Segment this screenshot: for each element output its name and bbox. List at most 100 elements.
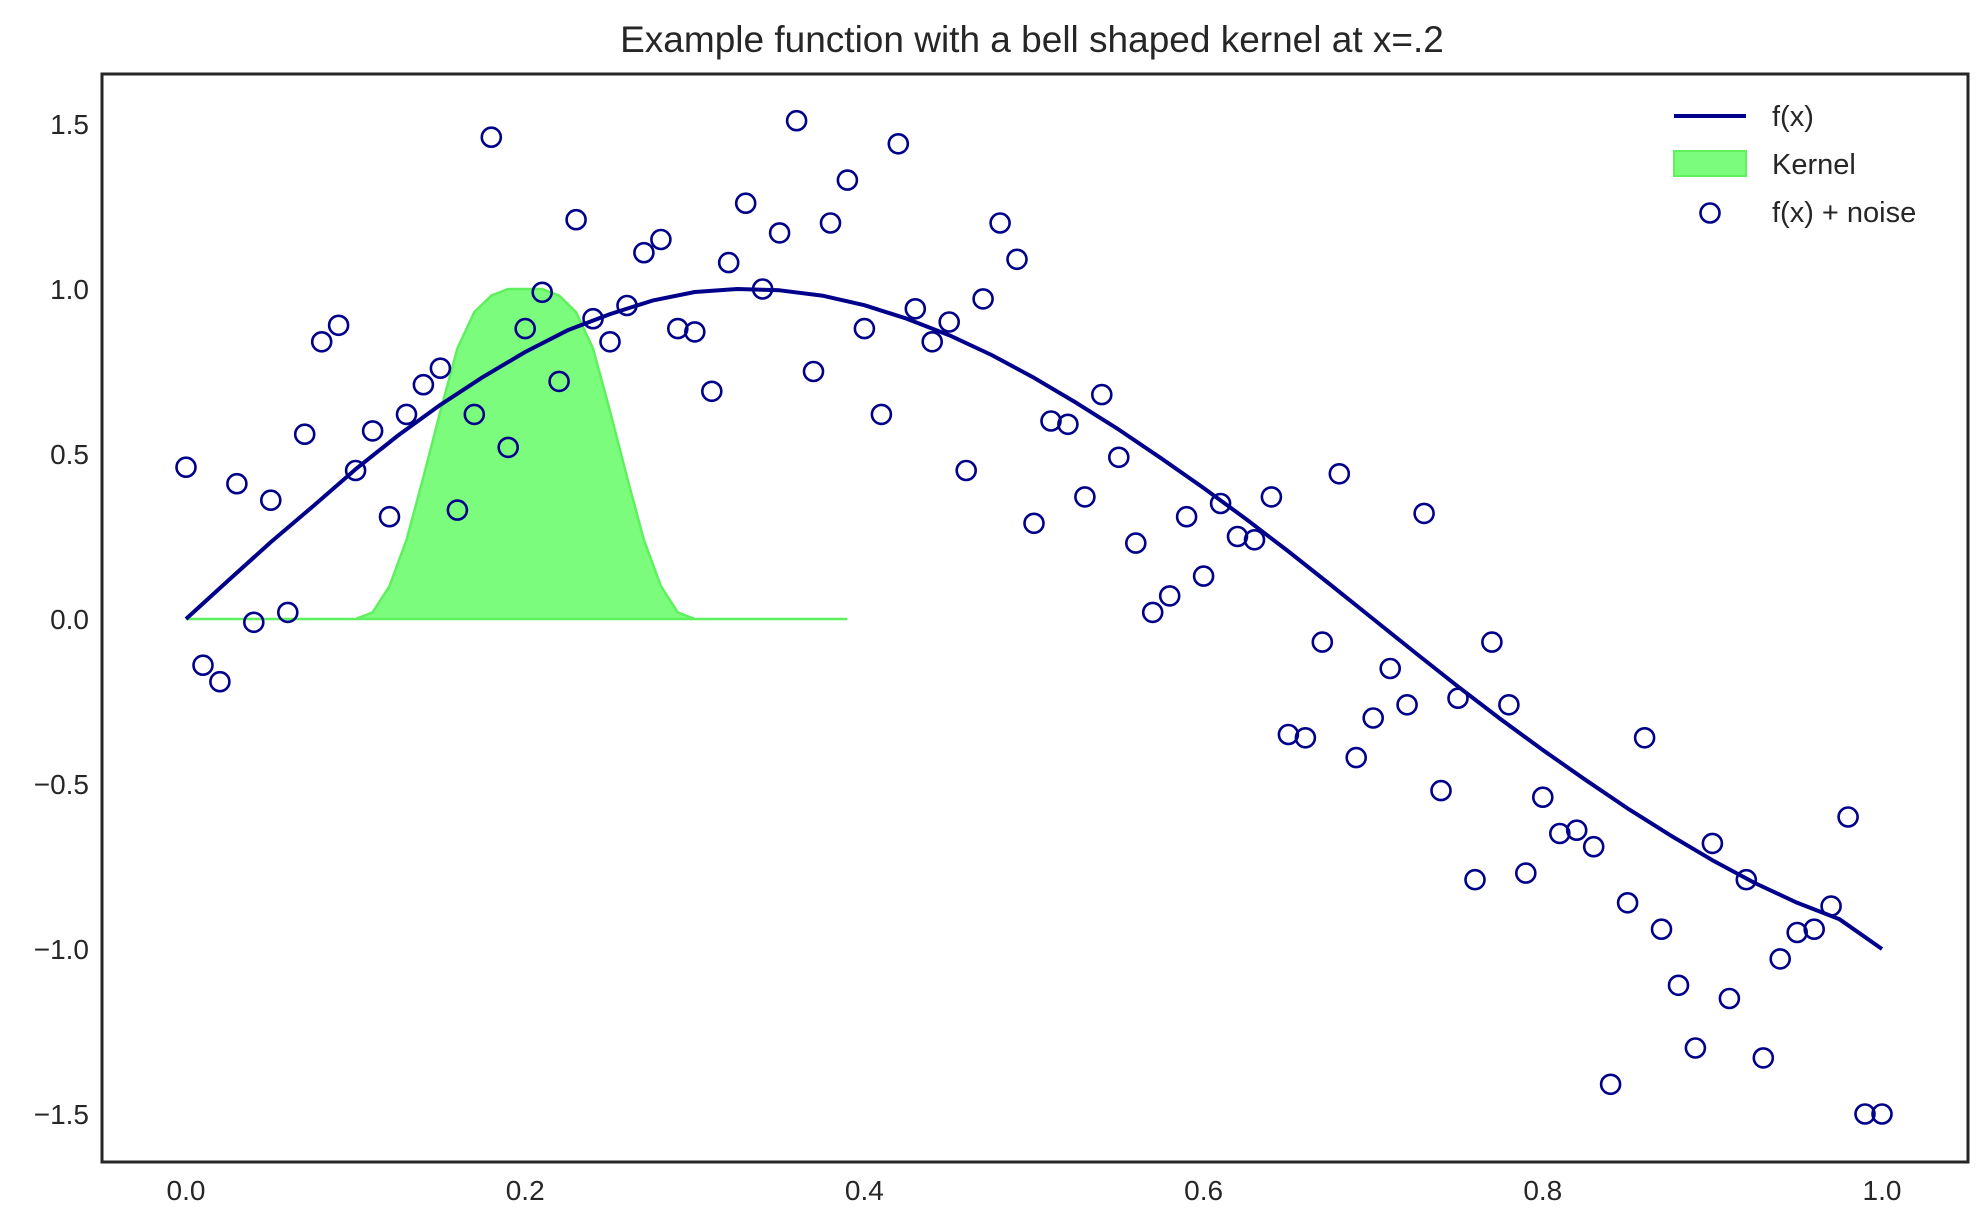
x-tick-label: 0.0 <box>167 1175 206 1206</box>
data-point <box>293 423 316 446</box>
data-point <box>310 330 333 353</box>
x-tick-label: 1.0 <box>1863 1175 1902 1206</box>
data-point <box>480 126 503 148</box>
data-point <box>1006 248 1028 271</box>
data-point <box>412 373 435 396</box>
data-point <box>938 311 961 333</box>
y-tick-label: 0.0 <box>50 604 89 635</box>
data-point <box>1752 1047 1775 1069</box>
legend-kernel-swatch <box>1673 150 1747 177</box>
legend-label-noise: f(x) + noise <box>1772 197 1916 229</box>
x-tick-label: 0.8 <box>1523 1175 1562 1206</box>
data-point <box>1684 1037 1707 1059</box>
data-point <box>650 228 672 251</box>
x-tick-label: 0.2 <box>506 1175 545 1206</box>
y-tick-label: −0.5 <box>34 769 89 800</box>
data-point <box>1260 486 1283 508</box>
data-point <box>1141 601 1164 624</box>
data-point <box>1091 383 1113 406</box>
data-point <box>276 601 299 624</box>
data-point <box>887 133 910 155</box>
data-point <box>1108 446 1130 469</box>
data-point <box>1209 492 1232 515</box>
data-point <box>243 611 265 634</box>
data-point <box>463 403 486 426</box>
data-point <box>1328 462 1351 485</box>
data-point <box>853 317 876 340</box>
data-point <box>1786 921 1808 944</box>
data-point <box>717 251 740 274</box>
data-point <box>531 281 554 304</box>
data-point <box>1158 585 1181 607</box>
data-point <box>1311 631 1334 653</box>
data-point <box>1871 1103 1893 1125</box>
data-point <box>633 241 655 264</box>
data-point <box>209 670 231 693</box>
data-point <box>1345 746 1367 769</box>
data-point <box>1243 528 1266 551</box>
data-point <box>1498 693 1520 716</box>
data-point <box>1735 868 1758 891</box>
data-point <box>768 222 791 244</box>
data-point <box>1294 726 1317 749</box>
data-point <box>446 499 469 521</box>
data-point <box>1040 410 1062 432</box>
data-point <box>1599 1073 1622 1096</box>
data-point <box>1277 723 1300 746</box>
plot-area <box>175 109 1893 1125</box>
data-point <box>751 278 774 300</box>
data-point <box>1549 822 1571 845</box>
data-point <box>327 314 350 337</box>
y-tick-label: 1.0 <box>50 274 89 305</box>
data-point <box>1837 806 1859 828</box>
data-point <box>226 472 248 495</box>
y-tick-label: −1.5 <box>34 1099 89 1130</box>
data-point <box>582 307 604 330</box>
data-point <box>1413 502 1435 525</box>
data-point <box>1854 1103 1876 1125</box>
data-point <box>1650 918 1673 941</box>
data-point <box>565 208 587 231</box>
data-point <box>1633 726 1656 749</box>
data-point <box>785 109 808 132</box>
data-point <box>599 330 621 353</box>
data-point <box>1769 948 1791 970</box>
data-point <box>836 169 859 191</box>
data-point <box>802 360 825 383</box>
data-point <box>1803 918 1825 941</box>
data-point <box>175 456 197 479</box>
data-point <box>1175 505 1198 528</box>
x-tick-label: 0.4 <box>845 1175 884 1206</box>
data-point <box>1023 512 1045 535</box>
data-point <box>921 330 944 353</box>
data-point <box>666 317 689 340</box>
data-point <box>1362 707 1384 729</box>
data-point <box>1430 779 1452 802</box>
chart-title: Example function with a bell shaped kern… <box>620 19 1444 60</box>
data-point <box>1379 657 1401 680</box>
data-point <box>734 192 757 214</box>
data-point <box>616 294 638 317</box>
fx-line <box>184 287 1884 951</box>
x-axis-ticks: 0.0 0.2 0.4 0.6 0.8 1.0 <box>167 1175 1902 1206</box>
data-point <box>1226 525 1249 548</box>
data-point <box>904 297 927 320</box>
legend-point-swatch <box>1699 202 1721 224</box>
legend-label-fx: f(x) <box>1772 101 1814 133</box>
data-point <box>378 505 401 528</box>
y-tick-label: 0.5 <box>50 439 89 470</box>
y-axis-ticks: 1.5 1.0 0.5 0.0 −0.5 −1.0 −1.5 <box>34 109 89 1130</box>
data-point <box>1125 532 1147 554</box>
data-point <box>1515 862 1537 884</box>
data-point <box>972 288 994 310</box>
data-point <box>1396 693 1418 716</box>
data-point <box>259 489 282 512</box>
data-point <box>1616 891 1639 914</box>
data-point <box>683 321 706 343</box>
data-point <box>1057 413 1079 436</box>
data-point <box>819 212 842 234</box>
data-point <box>1464 868 1486 891</box>
data-point <box>1192 565 1215 587</box>
data-point <box>1718 987 1741 1010</box>
